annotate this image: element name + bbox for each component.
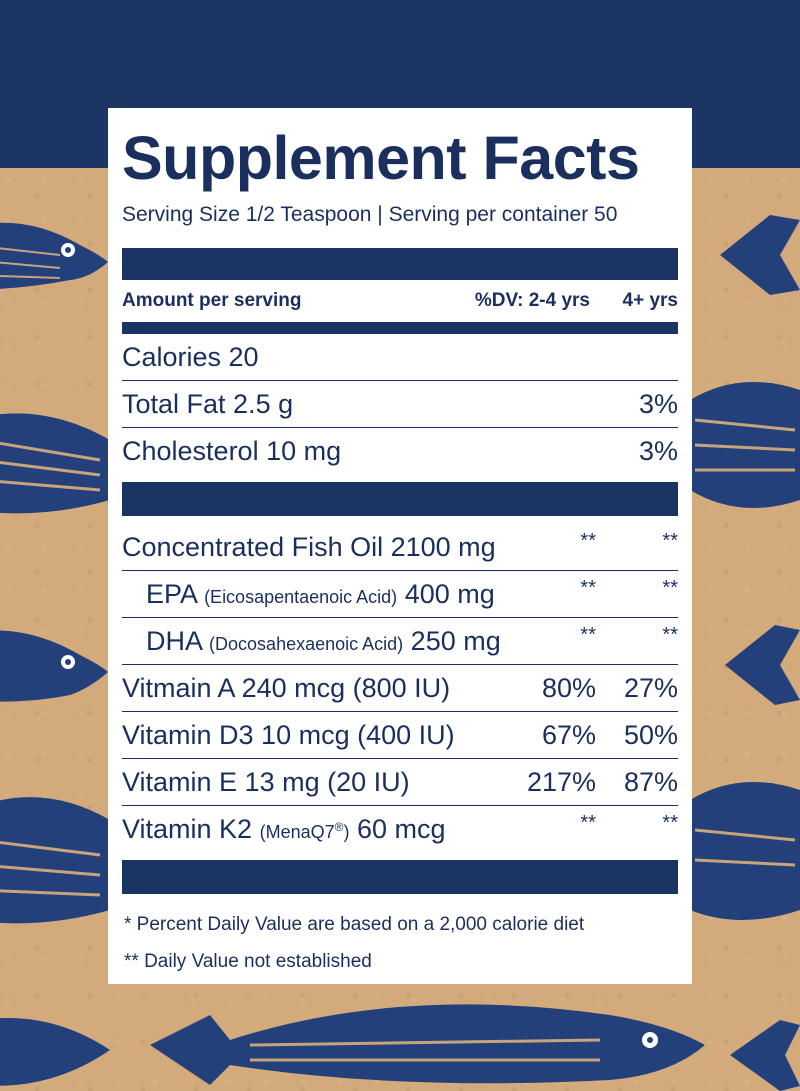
dv-older: 27%: [623, 672, 678, 703]
nutrient-name: Vitmain A 240 mcg (800 IU): [122, 672, 451, 703]
dv-young: **: [580, 530, 596, 552]
dv-older: **: [662, 812, 678, 834]
dv-young: **: [580, 624, 596, 646]
column-header-row: Amount per serving %DV: 2-4 yrs 4+ yrs: [122, 280, 678, 322]
dv-older: 3%: [638, 388, 678, 419]
supplement-facts-panel: Supplement Facts Serving Size 1/2 Teaspo…: [108, 108, 692, 984]
dv-young: 217%: [526, 766, 596, 797]
fish-illustration-icon: [150, 985, 710, 1091]
dv-older-header: 4+ yrs: [622, 290, 678, 311]
fish-illustration-icon: [690, 760, 800, 940]
divider-bar: [122, 482, 678, 516]
fish-illustration-icon: [0, 770, 110, 940]
nutrient-main: EPA: [146, 578, 197, 609]
nutrient-name: Vitamin D3 10 mcg (400 IU): [122, 719, 455, 750]
serving-info: Serving Size 1/2 Teaspoon | Serving per …: [122, 203, 618, 226]
dv-young-header: %DV: 2-4 yrs: [474, 290, 590, 311]
divider-bar: [122, 248, 678, 280]
nutrient-name: Concentrated Fish Oil 2100 mg: [122, 531, 496, 562]
fish-tail-icon: [720, 210, 800, 300]
dv-young: **: [580, 812, 596, 834]
nutrient-row-dha: DHA (Docosahexaenoic Acid) 250 mg ** **: [122, 618, 678, 665]
dv-older: 50%: [623, 719, 678, 750]
fish-illustration-icon: [0, 610, 110, 720]
nutrient-name: EPA (Eicosapentaenoic Acid) 400 mg: [122, 579, 526, 610]
divider-bar: [122, 322, 678, 334]
dv-older: **: [662, 530, 678, 552]
fish-illustration-icon: [690, 350, 800, 530]
fish-illustration-icon: [0, 380, 110, 540]
nutrient-name: Cholesterol 10 mg: [122, 435, 342, 466]
nutrient-name: Total Fat 2.5 g: [122, 388, 294, 419]
fish-tail-icon: [730, 1020, 800, 1091]
nutrient-amount: 60 mcg: [357, 813, 446, 844]
nutrient-main: Vitamin K2: [122, 813, 253, 844]
nutrient-row-calories: Calories 20: [122, 334, 678, 381]
dv-young: 67%: [541, 719, 596, 750]
nutrient-row-cholesterol: Cholesterol 10 mg 3%: [122, 428, 678, 474]
label-title: Supplement Facts: [122, 124, 640, 192]
divider-bar: [122, 860, 678, 894]
nutrient-row-fish-oil: Concentrated Fish Oil 2100 mg ** **: [122, 524, 678, 571]
nutrient-row-vitamin-d3: Vitamin D3 10 mcg (400 IU) 67% 50%: [122, 712, 678, 759]
fish-illustration-icon: [0, 200, 110, 310]
dv-older: **: [662, 624, 678, 646]
nutrient-subtext: (Docosahexaenoic Acid): [209, 633, 404, 654]
nutrient-subtext: (MenaQ7®): [259, 819, 350, 842]
footnote-not-established: ** Daily Value not established: [124, 951, 372, 972]
nutrient-amount: 250 mg: [410, 625, 501, 656]
nutrient-row-vitamin-k2: Vitamin K2 (MenaQ7®) 60 mcg ** **: [122, 806, 678, 852]
nutrient-name: Calories 20: [122, 341, 259, 372]
nutrient-row-total-fat: Total Fat 2.5 g 3%: [122, 381, 678, 428]
nutrient-name: Vitamin K2 (MenaQ7®) 60 mcg: [122, 814, 526, 845]
nutrient-name: Vitamin E 13 mg (20 IU): [122, 766, 410, 797]
fish-illustration-icon: [0, 1010, 110, 1091]
nutrient-amount: 400 mg: [404, 578, 495, 609]
dv-young: **: [580, 577, 596, 599]
fish-tail-icon: [725, 620, 800, 710]
nutrient-row-epa: EPA (Eicosapentaenoic Acid) 400 mg ** **: [122, 571, 678, 618]
dv-young: 80%: [541, 672, 596, 703]
nutrient-row-vitamin-e: Vitamin E 13 mg (20 IU) 217% 87%: [122, 759, 678, 806]
nutrient-subtext: (Eicosapentaenoic Acid): [204, 586, 398, 607]
dv-older: 87%: [623, 766, 678, 797]
nutrient-name: DHA (Docosahexaenoic Acid) 250 mg: [122, 626, 526, 657]
dv-older: **: [662, 577, 678, 599]
amount-header: Amount per serving: [122, 290, 302, 311]
nutrient-main: DHA: [146, 625, 202, 656]
footnote-dv: * Percent Daily Value are based on a 2,0…: [124, 914, 585, 935]
nutrient-row-vitamin-a: Vitmain A 240 mcg (800 IU) 80% 27%: [122, 665, 678, 712]
dv-older: 3%: [638, 435, 678, 466]
